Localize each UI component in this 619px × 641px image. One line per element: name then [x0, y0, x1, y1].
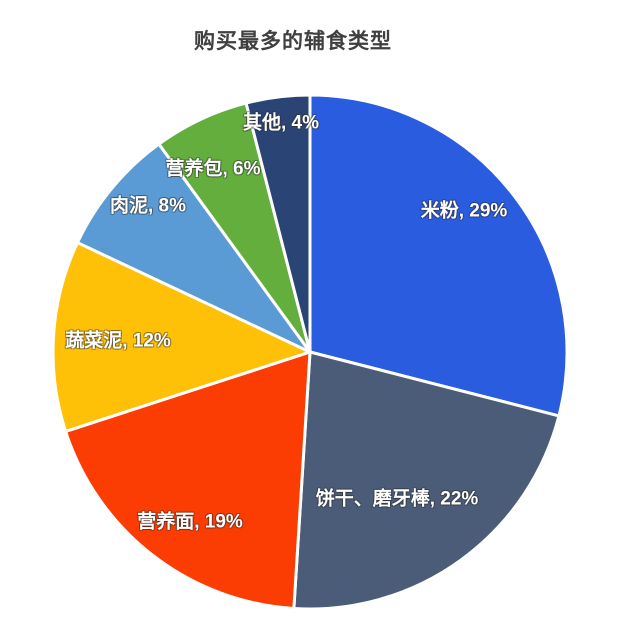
- pie-slices-group: [51, 93, 569, 611]
- pie-slice-7: [244, 93, 312, 354]
- pie-slice-3: [64, 350, 312, 610]
- chart-title: 购买最多的辅食类型: [194, 30, 392, 53]
- pie-slice-5: [75, 142, 312, 354]
- pie-slice-2: [292, 350, 561, 611]
- pie-slice-1: [308, 93, 569, 418]
- pie-slice-4: [51, 241, 312, 433]
